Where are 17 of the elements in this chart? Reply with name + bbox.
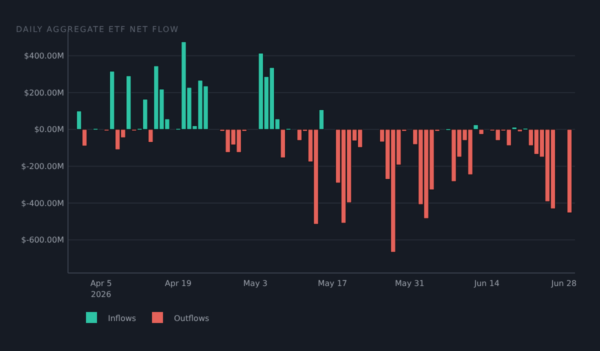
x-tick-label: Jun 14 [473, 279, 500, 288]
x-tick-label: Apr 5 2026 [90, 279, 112, 299]
y-tick-label: $-400.00M [21, 198, 64, 208]
legend-label: Inflows [108, 314, 136, 323]
y-tick-label: $200.00M [24, 88, 64, 98]
chart-title: DAILY AGGREGATE ETF NET FLOW [16, 25, 180, 34]
x-tick-label: May 3 [243, 279, 268, 288]
x-tick-label: May 17 [318, 279, 348, 288]
y-tick-label: $400.00M [24, 52, 64, 61]
x-tick-label: Apr 19 [164, 279, 192, 288]
bar [566, 129, 572, 214]
legend-label: Outflows [174, 314, 210, 323]
y-tick-label: $-600.00M [21, 236, 64, 245]
y-tick-label: $0.00M [34, 125, 64, 134]
x-tick-label: Jun 28 [550, 279, 577, 288]
x-tick-label: May 31 [395, 279, 424, 288]
y-tick-label: $-200.00M [21, 162, 64, 172]
